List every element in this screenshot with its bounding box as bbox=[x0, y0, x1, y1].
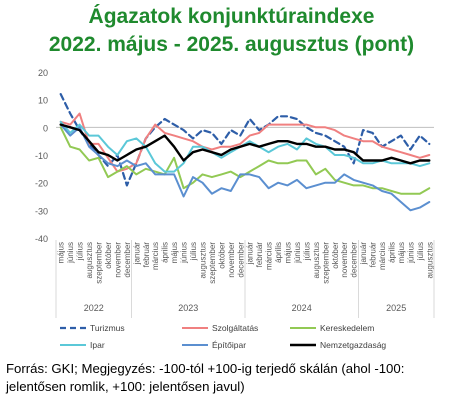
x-tick-label: augusztus bbox=[312, 242, 321, 278]
legend-label: Kereskedelem bbox=[320, 323, 374, 333]
source-note: Forrás: GKI; Megjegyzés: -100-tól +100-i… bbox=[6, 361, 405, 394]
x-tick-label: szeptember bbox=[208, 242, 217, 284]
chart-title-line2: 2022. május - 2025. augusztus (pont) bbox=[48, 33, 415, 56]
series-line bbox=[59, 120, 431, 173]
y-tick-label: -10 bbox=[35, 151, 48, 161]
x-tick-label: augusztus bbox=[85, 242, 94, 278]
x-tick-label: február bbox=[142, 242, 151, 268]
x-tick-label: január bbox=[246, 242, 255, 266]
x-tick-label: április bbox=[274, 242, 283, 263]
x-tick-label: november bbox=[340, 242, 349, 278]
y-tick-label: 10 bbox=[38, 96, 48, 106]
x-tick-label: augusztus bbox=[198, 242, 207, 278]
x-tick-label: január bbox=[132, 242, 141, 266]
legend-label: Ipar bbox=[90, 340, 105, 350]
x-tick-label: október bbox=[217, 242, 226, 269]
y-tick-label: 20 bbox=[38, 68, 48, 78]
x-tick-label: március bbox=[378, 242, 387, 270]
x-tick-label: június bbox=[406, 242, 415, 264]
y-tick-label: -30 bbox=[35, 206, 48, 216]
series-line bbox=[59, 112, 431, 173]
x-tick-label: december bbox=[123, 242, 132, 278]
x-tick-label: szeptember bbox=[95, 242, 104, 284]
legend-label: Szolgáltatás bbox=[212, 323, 258, 333]
x-tick-label: július bbox=[302, 242, 311, 261]
x-tick-label: november bbox=[113, 242, 122, 278]
y-tick-label: 0 bbox=[43, 123, 48, 133]
y-tick-label: -20 bbox=[35, 179, 48, 189]
year-label: 2025 bbox=[386, 303, 406, 313]
x-tick-label: június bbox=[66, 242, 75, 264]
x-tick-label: április bbox=[161, 242, 170, 263]
legend-label: Turizmus bbox=[90, 323, 125, 333]
x-tick-label: augusztus bbox=[425, 242, 434, 278]
x-tick-label: október bbox=[331, 242, 340, 269]
y-tick-label: -40 bbox=[35, 234, 48, 244]
legend-label: Nemzetgazdaság bbox=[320, 340, 386, 350]
x-tick-label: november bbox=[227, 242, 236, 278]
x-tick-label: március bbox=[151, 242, 160, 270]
year-label: 2022 bbox=[84, 303, 104, 313]
x-tick-label: április bbox=[387, 242, 396, 263]
x-tick-label: május bbox=[57, 242, 66, 263]
series-line bbox=[59, 123, 431, 212]
x-tick-label: május bbox=[397, 242, 406, 263]
x-tick-label: május bbox=[284, 242, 293, 263]
x-tick-label: július bbox=[76, 242, 85, 261]
x-tick-label: október bbox=[104, 242, 113, 269]
x-tick-label: február bbox=[369, 242, 378, 268]
x-tick-label: július bbox=[189, 242, 198, 261]
x-tick-label: december bbox=[350, 242, 359, 278]
legend-label: Építőipar bbox=[212, 340, 246, 350]
x-tick-label: december bbox=[236, 242, 245, 278]
x-tick-label: július bbox=[416, 242, 425, 261]
x-tick-label: február bbox=[255, 242, 264, 268]
x-tick-label: szeptember bbox=[321, 242, 330, 284]
year-label: 2023 bbox=[178, 303, 198, 313]
series-line bbox=[59, 123, 431, 165]
x-tick-label: június bbox=[180, 242, 189, 264]
chart-title-line1: Ágazatok konjunktúraindexe bbox=[88, 5, 375, 28]
x-tick-label: január bbox=[359, 242, 368, 266]
year-label: 2024 bbox=[292, 303, 312, 313]
x-tick-label: június bbox=[293, 242, 302, 264]
x-tick-label: március bbox=[265, 242, 274, 270]
x-tick-label: május bbox=[170, 242, 179, 263]
